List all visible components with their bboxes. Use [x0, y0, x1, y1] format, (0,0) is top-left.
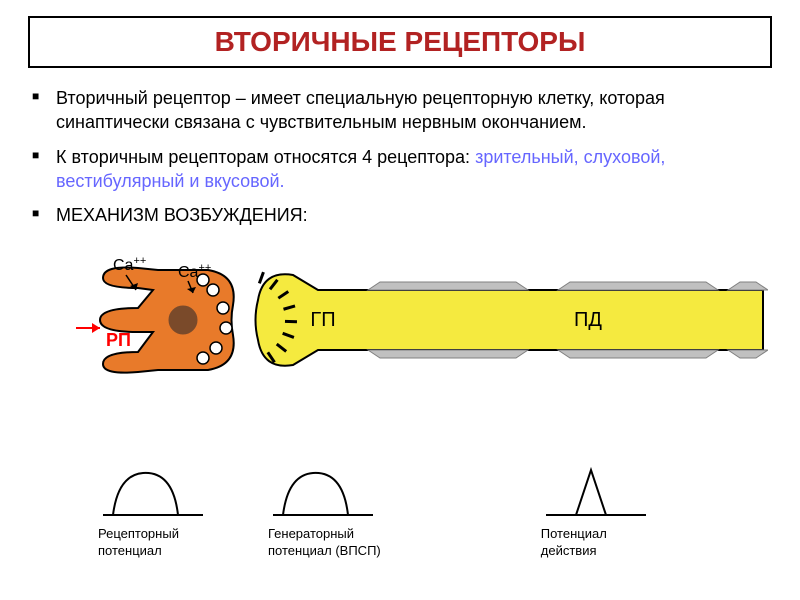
generator-potential: Генераторныйпотенциал (ВПСП)	[268, 465, 381, 559]
diagram-svg: Ca++Ca++РПГППД	[28, 245, 768, 395]
title-container: ВТОРИЧНЫЕ РЕЦЕПТОРЫ	[28, 16, 772, 68]
receptor-potential-curve	[98, 465, 208, 520]
receptor-potential: Рецепторныйпотенциал	[98, 465, 208, 559]
generator-potential-label: Генераторныйпотенциал (ВПСП)	[268, 526, 381, 559]
bullet-1: Вторичный рецептор – имеет специальную р…	[56, 86, 772, 135]
page-title: ВТОРИЧНЫЕ РЕЦЕПТОРЫ	[30, 26, 770, 58]
svg-text:ПД: ПД	[574, 309, 602, 331]
action-potential: Потенциалдействия	[541, 465, 651, 559]
potential-curves-row: Рецепторныйпотенциал Генераторныйпотенци…	[98, 465, 772, 559]
action-potential-curve	[541, 465, 651, 520]
svg-text:ГП: ГП	[310, 309, 335, 331]
action-potential-label: Потенциалдействия	[541, 526, 607, 559]
generator-potential-curve	[268, 465, 378, 520]
bullet-2: К вторичным рецепторам относятся 4 рецеп…	[56, 145, 772, 194]
svg-text:РП: РП	[106, 330, 131, 350]
mechanism-diagram: Ca++Ca++РПГППД	[28, 245, 768, 445]
bullet-3: МЕХАНИЗМ ВОЗБУЖДЕНИЯ:	[56, 203, 772, 227]
bullet-list: Вторичный рецептор – имеет специальную р…	[28, 86, 772, 227]
receptor-potential-label: Рецепторныйпотенциал	[98, 526, 179, 559]
